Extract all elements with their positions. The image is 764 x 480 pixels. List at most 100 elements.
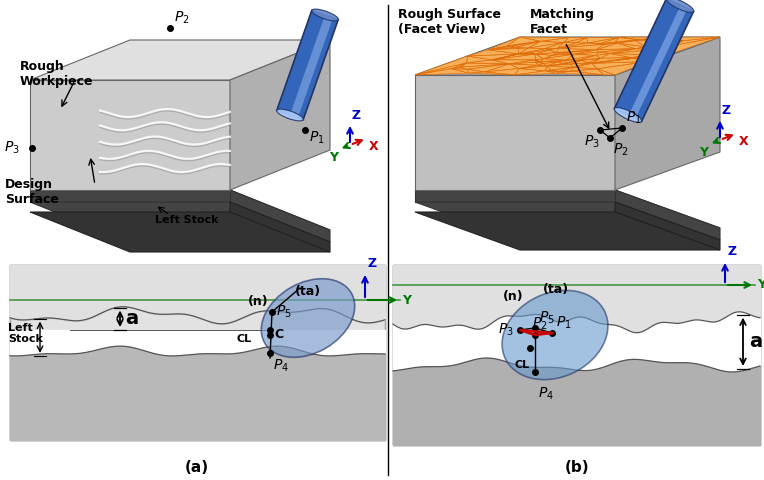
Polygon shape (520, 37, 568, 41)
Text: (b): (b) (565, 460, 589, 475)
Polygon shape (558, 43, 576, 48)
Polygon shape (545, 66, 551, 71)
Text: $P_1$: $P_1$ (309, 130, 325, 146)
Polygon shape (545, 43, 564, 48)
Polygon shape (563, 60, 581, 64)
Polygon shape (637, 56, 668, 61)
Polygon shape (230, 202, 330, 252)
Polygon shape (528, 43, 564, 48)
Polygon shape (566, 54, 596, 60)
Polygon shape (552, 53, 575, 55)
Text: (n): (n) (503, 290, 523, 303)
Text: Left
Stock: Left Stock (8, 323, 43, 344)
Polygon shape (543, 54, 575, 60)
Polygon shape (468, 54, 519, 60)
Polygon shape (509, 60, 536, 64)
Polygon shape (594, 58, 632, 63)
Text: $P_4$: $P_4$ (538, 385, 554, 402)
Polygon shape (551, 67, 573, 72)
Polygon shape (30, 40, 330, 80)
Polygon shape (468, 50, 519, 56)
Polygon shape (571, 69, 604, 75)
Text: $P_1$: $P_1$ (626, 109, 642, 126)
Polygon shape (540, 60, 566, 62)
Polygon shape (546, 64, 571, 66)
Polygon shape (509, 64, 539, 69)
Polygon shape (587, 37, 619, 43)
Polygon shape (655, 45, 674, 54)
Polygon shape (601, 42, 615, 44)
Polygon shape (507, 37, 540, 46)
Polygon shape (452, 67, 468, 69)
Polygon shape (564, 37, 587, 43)
Polygon shape (30, 190, 330, 230)
Polygon shape (672, 37, 720, 54)
Polygon shape (610, 48, 655, 53)
Polygon shape (637, 55, 668, 58)
Text: Z: Z (722, 104, 731, 117)
Polygon shape (556, 71, 571, 73)
Polygon shape (563, 60, 579, 64)
Polygon shape (614, 0, 694, 121)
Polygon shape (467, 60, 509, 64)
Ellipse shape (312, 9, 338, 21)
Polygon shape (566, 56, 596, 60)
Polygon shape (637, 37, 665, 40)
Polygon shape (507, 41, 540, 47)
Polygon shape (596, 43, 617, 50)
Polygon shape (610, 53, 649, 58)
Polygon shape (615, 190, 720, 240)
Polygon shape (468, 69, 484, 73)
Polygon shape (488, 47, 516, 50)
Text: Left Stock: Left Stock (155, 215, 219, 225)
Text: $P_1$: $P_1$ (556, 314, 571, 331)
Polygon shape (277, 11, 338, 120)
Polygon shape (511, 41, 540, 47)
Polygon shape (619, 37, 637, 40)
Polygon shape (571, 63, 588, 67)
Polygon shape (656, 37, 683, 41)
Polygon shape (558, 43, 588, 48)
Polygon shape (615, 37, 637, 42)
Polygon shape (230, 40, 330, 190)
Polygon shape (597, 61, 649, 75)
Polygon shape (516, 47, 528, 48)
Text: C: C (274, 328, 283, 341)
Polygon shape (557, 48, 596, 52)
Polygon shape (452, 63, 467, 69)
Polygon shape (545, 48, 558, 50)
Polygon shape (556, 71, 604, 75)
Polygon shape (519, 48, 549, 54)
Polygon shape (545, 71, 558, 73)
Text: Y: Y (699, 146, 708, 159)
Polygon shape (545, 70, 558, 72)
Polygon shape (488, 37, 520, 50)
Polygon shape (515, 69, 545, 75)
Polygon shape (549, 48, 558, 52)
Polygon shape (415, 202, 720, 240)
Polygon shape (30, 202, 330, 242)
Polygon shape (469, 72, 515, 75)
Text: CL: CL (237, 334, 252, 344)
Polygon shape (536, 62, 543, 65)
Polygon shape (536, 60, 540, 61)
Polygon shape (415, 190, 615, 202)
Text: Y: Y (757, 278, 764, 291)
Text: Design
Surface: Design Surface (5, 178, 59, 206)
Polygon shape (536, 60, 539, 62)
Polygon shape (592, 58, 637, 63)
Polygon shape (573, 63, 597, 69)
Text: a: a (749, 332, 762, 351)
Polygon shape (604, 42, 617, 44)
Polygon shape (519, 50, 549, 54)
Polygon shape (596, 52, 610, 56)
Polygon shape (492, 54, 536, 60)
Polygon shape (528, 41, 564, 48)
Polygon shape (488, 46, 511, 50)
Polygon shape (536, 61, 540, 62)
Polygon shape (519, 66, 546, 71)
Polygon shape (665, 37, 720, 41)
Polygon shape (646, 40, 683, 47)
Text: X: X (739, 135, 748, 148)
Polygon shape (615, 41, 635, 43)
